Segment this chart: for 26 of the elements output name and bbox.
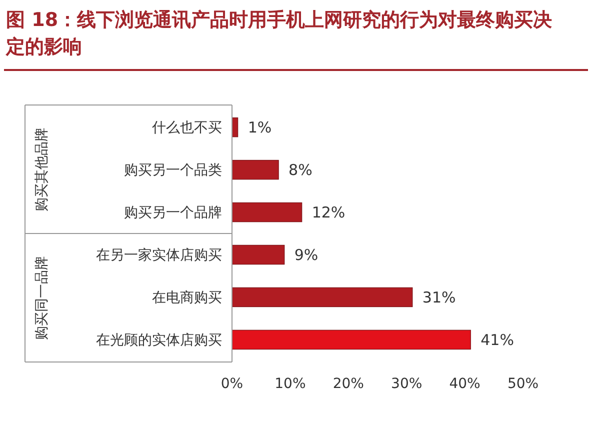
data-label: 12%: [312, 204, 346, 222]
x-tick-label: 30%: [391, 376, 422, 392]
x-tick-label: 50%: [507, 376, 539, 392]
x-tick-label: 40%: [449, 376, 480, 392]
x-tick-label: 10%: [274, 376, 306, 392]
y-tick-label: 在电商购买: [152, 290, 222, 306]
y-tick-label: 在另一家实体店购买: [96, 248, 222, 264]
y-tick-label: 在光顾的实体店购买: [96, 332, 222, 349]
data-label: 31%: [422, 288, 456, 306]
data-label: 1%: [248, 118, 272, 137]
bar: [232, 202, 302, 222]
bar: [232, 160, 279, 180]
text: 购买其他品牌: [34, 127, 50, 212]
x-tick-label: 20%: [332, 376, 364, 392]
data-label: 9%: [294, 246, 318, 264]
data-label: 8%: [288, 161, 312, 180]
x-tick-label: 0%: [220, 376, 244, 392]
y-tick-label: 什么也不买: [151, 120, 222, 136]
bar: [232, 244, 285, 265]
bar: [232, 287, 413, 308]
text: 购买同一品牌: [34, 256, 50, 340]
bar: [232, 330, 471, 350]
y-tick-label: 购买另一个品牌: [124, 205, 222, 222]
data-label: 41%: [480, 330, 514, 349]
chart-title: 图 18：线下浏览通讯产品时用手机上网研究的行为对最终购买决定的影响: [5, 9, 552, 58]
y-tick-label: 购买另一个品类: [124, 162, 222, 179]
